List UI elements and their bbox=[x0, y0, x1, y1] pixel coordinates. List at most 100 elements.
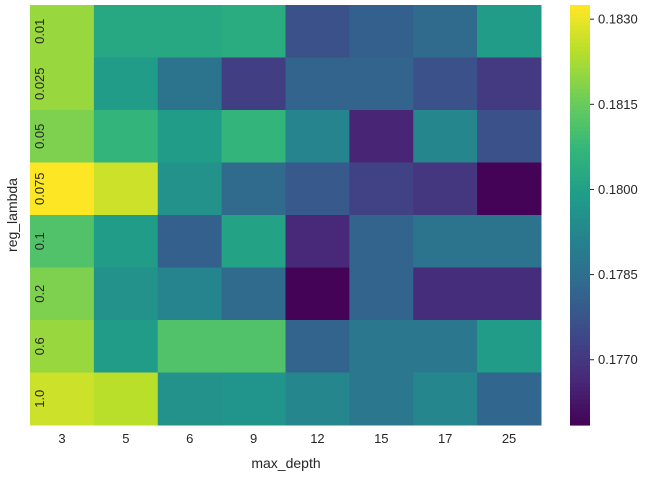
heatmap-cell bbox=[413, 110, 478, 163]
colorbar-segment bbox=[570, 198, 590, 203]
colorbar-segment bbox=[570, 278, 590, 283]
heatmap-cell bbox=[221, 267, 286, 321]
heatmap-cell bbox=[93, 5, 159, 58]
heatmap-cell bbox=[285, 5, 350, 58]
colorbar-segment bbox=[570, 408, 590, 413]
heatmap-cell bbox=[285, 372, 350, 426]
colorbar-segment bbox=[570, 189, 590, 195]
colorbar-segment bbox=[570, 80, 590, 86]
colorbar-segment bbox=[570, 240, 590, 245]
colorbar-segment bbox=[570, 177, 590, 182]
heatmap-cell bbox=[30, 267, 95, 321]
colorbar-segment bbox=[570, 89, 590, 94]
heatmap-cell bbox=[30, 162, 95, 216]
heatmap-cell bbox=[221, 215, 286, 268]
colorbar-segment bbox=[570, 68, 590, 73]
y-tick-label: 0.075 bbox=[32, 172, 47, 205]
colorbar-segment bbox=[570, 286, 590, 292]
heatmap-cell bbox=[157, 267, 223, 321]
x-tick-label: 15 bbox=[374, 431, 388, 446]
colorbar-segment bbox=[570, 252, 590, 258]
colorbar-segment bbox=[570, 143, 590, 149]
colorbar-segment bbox=[570, 93, 590, 98]
colorbar-segment bbox=[570, 261, 590, 266]
heatmap-cell bbox=[285, 110, 350, 163]
heatmap-cell bbox=[157, 57, 223, 111]
colorbar-segment bbox=[570, 227, 590, 233]
colorbar-segment bbox=[570, 395, 590, 401]
heatmap-cell bbox=[349, 110, 414, 163]
heatmap-cell bbox=[93, 162, 159, 216]
colorbar-segment bbox=[570, 13, 590, 19]
heatmap-cell bbox=[349, 5, 414, 58]
heatmap-cell bbox=[285, 162, 350, 216]
colorbar-segment bbox=[570, 76, 590, 82]
heatmap-cell bbox=[477, 110, 542, 163]
y-tick-label: 0.025 bbox=[32, 67, 47, 100]
colorbar-segment bbox=[570, 84, 590, 90]
y-tick-label: 0.2 bbox=[32, 285, 47, 303]
colorbar-segment bbox=[570, 231, 590, 237]
colorbar-segment bbox=[570, 290, 590, 296]
colorbar-segment bbox=[570, 223, 590, 229]
y-axis-label: reg_lambda bbox=[4, 178, 20, 252]
heatmap-cell bbox=[477, 5, 542, 58]
heatmap-cell bbox=[93, 372, 159, 426]
heatmap-cell bbox=[413, 320, 478, 373]
colorbar-segment bbox=[570, 173, 590, 178]
heatmap-cell bbox=[285, 267, 350, 321]
colorbar-segment bbox=[570, 156, 590, 161]
colorbar-segment bbox=[570, 105, 590, 111]
colorbar-segment bbox=[570, 55, 590, 61]
heatmap-cell bbox=[157, 372, 223, 426]
x-tick-label: 25 bbox=[502, 431, 516, 446]
heatmap-cell bbox=[157, 215, 223, 268]
heatmap-cell bbox=[221, 372, 286, 426]
colorbar-segment bbox=[570, 366, 590, 371]
colorbar-segment bbox=[570, 147, 590, 153]
heatmap-cell bbox=[349, 320, 414, 373]
heatmap-cell bbox=[221, 320, 286, 373]
colorbar-tick-label: 0.1830 bbox=[598, 12, 638, 27]
colorbar-segment bbox=[570, 374, 590, 380]
colorbar-segment bbox=[570, 135, 590, 140]
colorbar-segment bbox=[570, 194, 590, 199]
colorbar-segment bbox=[570, 244, 590, 250]
x-tick-label: 12 bbox=[310, 431, 324, 446]
colorbar-segment bbox=[570, 219, 590, 224]
colorbar-segment bbox=[570, 391, 590, 397]
heatmap-cell bbox=[221, 110, 286, 163]
colorbar-segment bbox=[570, 404, 590, 409]
x-tick-label: 6 bbox=[186, 431, 193, 446]
colorbar-segment bbox=[570, 160, 590, 166]
heatmap-cell bbox=[93, 320, 159, 373]
heatmap-cell bbox=[30, 372, 95, 426]
x-tick-label: 3 bbox=[58, 431, 65, 446]
colorbar-segment bbox=[570, 341, 590, 346]
colorbar-segment bbox=[570, 5, 590, 10]
colorbar-segment bbox=[570, 265, 590, 271]
colorbar-segment bbox=[570, 383, 590, 388]
heatmap-cell bbox=[93, 110, 159, 163]
colorbar-segment bbox=[570, 299, 590, 304]
heatmap-cell bbox=[413, 372, 478, 426]
heatmap-cell bbox=[30, 320, 95, 373]
colorbar-segment bbox=[570, 72, 590, 77]
colorbar-segment bbox=[570, 303, 590, 308]
colorbar-segment bbox=[570, 139, 590, 145]
heatmap-cell bbox=[157, 320, 223, 373]
heatmap-cell bbox=[413, 57, 478, 111]
colorbar-segment bbox=[570, 164, 590, 170]
colorbar-segment bbox=[570, 126, 590, 132]
x-tick-label: 5 bbox=[122, 431, 129, 446]
colorbar-tick-label: 0.1770 bbox=[598, 352, 638, 367]
heatmap-cell bbox=[157, 5, 223, 58]
y-tick-label: 0.05 bbox=[32, 124, 47, 149]
colorbar-segment bbox=[570, 114, 590, 119]
colorbar-tick-label: 0.1785 bbox=[598, 267, 638, 282]
colorbar-segment bbox=[570, 97, 590, 103]
colorbar-segment bbox=[570, 353, 590, 359]
heatmap-cell bbox=[413, 162, 478, 216]
